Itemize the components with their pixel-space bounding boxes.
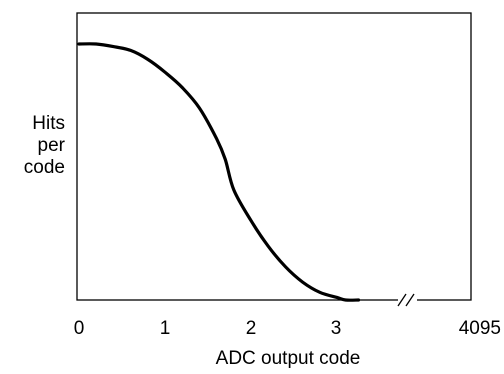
- x-tick-label-2: 2: [246, 318, 257, 339]
- x-axis-label: ADC output code: [216, 348, 361, 369]
- axis-break-slash-1: [397, 293, 407, 307]
- series-line-0: [77, 42, 361, 302]
- axis-break-mark: [397, 293, 417, 307]
- x-tick-label-3: 3: [331, 318, 342, 339]
- series-layer: [77, 42, 361, 302]
- x-tick-label-1: 1: [160, 318, 171, 339]
- x-tick-label-0: 0: [74, 318, 85, 339]
- y-axis-label-line-3: code: [24, 157, 65, 178]
- axis-break-slash-2: [405, 293, 415, 307]
- x-tick-label-4095: 4095: [459, 318, 501, 339]
- y-axis-label: Hits per code: [24, 113, 66, 178]
- x-tick-labels: 0 1 2 3 4095: [74, 318, 501, 339]
- y-axis-label-line-1: Hits: [32, 113, 65, 134]
- plot-area-frame: [76, 12, 472, 301]
- y-axis-label-line-2: per: [38, 135, 66, 156]
